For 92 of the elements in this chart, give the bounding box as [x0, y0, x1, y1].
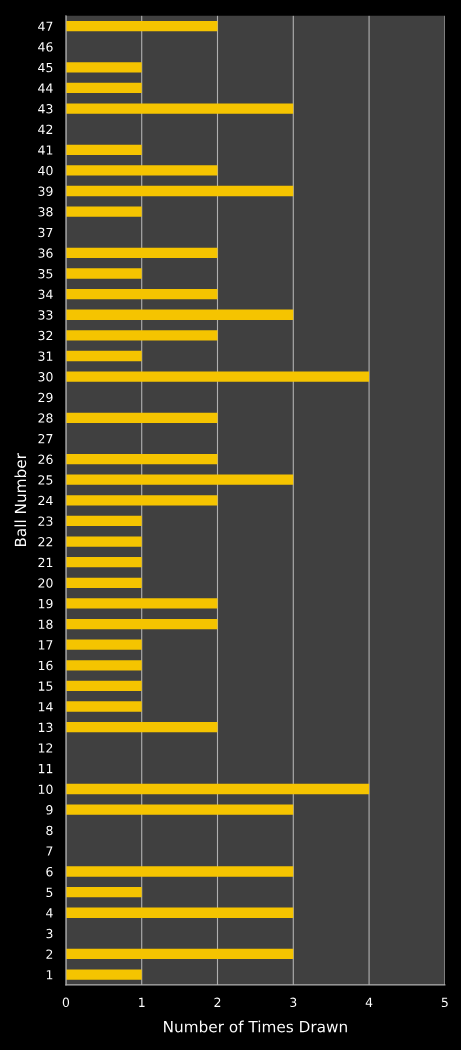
bar — [65, 103, 294, 114]
y-tick-label: 44 — [38, 83, 53, 93]
y-tick-label: 15 — [38, 681, 53, 691]
y-tick-label: 43 — [38, 104, 53, 114]
y-tick-label: 40 — [38, 165, 53, 176]
y-tick-label: 47 — [38, 21, 53, 31]
y-tick-label: 45 — [38, 62, 53, 73]
y-tick-label: 38 — [38, 207, 53, 217]
y-tick-label: 6 — [46, 866, 53, 877]
y-tick-label: 25 — [38, 475, 53, 485]
y-tick-label: 9 — [46, 805, 53, 815]
bar — [65, 866, 294, 877]
bar — [65, 969, 142, 980]
bar — [65, 206, 142, 217]
bar — [65, 598, 218, 609]
bar — [65, 20, 218, 32]
y-tick-label: 20 — [38, 578, 53, 588]
bar — [65, 783, 370, 795]
x-tick-label: 1 — [139, 997, 145, 1007]
bar — [65, 701, 142, 712]
bar — [65, 660, 142, 671]
y-tick-label: 30 — [38, 372, 53, 382]
x-tick-label: 2 — [214, 997, 221, 1007]
y-tick-label: 26 — [38, 454, 53, 465]
y-tick-label: 7 — [46, 846, 53, 856]
bar — [65, 680, 142, 692]
y-tick-label: 3 — [46, 928, 53, 939]
bar — [65, 907, 294, 918]
bar — [65, 144, 142, 155]
y-tick-label: 22 — [38, 537, 53, 547]
bar — [65, 453, 218, 465]
bar — [65, 474, 294, 485]
bar — [65, 62, 142, 73]
y-tick-label: 23 — [38, 516, 53, 526]
bar — [65, 268, 142, 279]
y-tick-label: 27 — [38, 433, 53, 444]
y-tick-label: 5 — [46, 887, 53, 898]
bar — [65, 247, 218, 259]
bar — [65, 886, 142, 898]
y-axis-title: Ball Number — [14, 453, 27, 547]
bar — [65, 721, 218, 733]
y-tick-label: 2 — [46, 949, 53, 959]
bar — [65, 165, 218, 176]
bar — [65, 618, 218, 630]
y-tick-label: 13 — [38, 722, 53, 733]
y-tick-label: 33 — [38, 310, 53, 320]
bar — [65, 639, 142, 650]
y-tick-label: 17 — [38, 640, 53, 650]
y-tick-label: 4 — [46, 908, 53, 918]
bar — [65, 495, 218, 506]
y-tick-label: 41 — [38, 145, 53, 155]
bar — [65, 309, 294, 320]
bar — [65, 371, 370, 382]
y-tick-label: 34 — [38, 289, 53, 300]
y-tick-label: 24 — [38, 495, 53, 506]
bar — [65, 536, 142, 547]
bar — [65, 330, 218, 341]
y-tick-label: 16 — [38, 660, 53, 671]
y-tick-label: 31 — [38, 351, 53, 361]
y-tick-label: 14 — [38, 702, 53, 712]
y-tick-label: 32 — [38, 330, 53, 341]
x-tick-label: 3 — [290, 997, 297, 1008]
y-tick-label: 46 — [38, 42, 53, 52]
y-tick-label: 8 — [46, 825, 53, 836]
bar — [65, 350, 142, 362]
bar — [65, 557, 142, 568]
x-tick-label: 5 — [441, 997, 448, 1008]
y-tick-label: 18 — [38, 619, 53, 629]
y-tick-label: 21 — [38, 557, 53, 567]
bar — [65, 288, 218, 300]
bar — [65, 577, 142, 588]
y-tick-label: 37 — [38, 227, 53, 238]
y-tick-label: 1 — [46, 970, 53, 980]
y-tick-label: 39 — [38, 186, 53, 196]
y-tick-label: 42 — [38, 124, 53, 134]
x-axis-title: Number of Times Drawn — [164, 1020, 347, 1033]
y-tick-label: 29 — [38, 392, 53, 403]
y-tick-label: 12 — [38, 743, 53, 753]
bar — [65, 185, 294, 197]
bar — [65, 515, 142, 527]
x-tick-label: 4 — [365, 997, 373, 1007]
bar — [65, 82, 142, 94]
y-tick-label: 19 — [38, 598, 53, 609]
x-tick-label: 0 — [62, 997, 70, 1008]
y-tick-label: 36 — [38, 248, 53, 258]
bar — [65, 804, 294, 815]
y-tick-label: 35 — [38, 268, 53, 279]
y-tick-label: 28 — [38, 413, 53, 423]
bar — [65, 948, 294, 960]
bar — [65, 412, 218, 423]
y-tick-label: 10 — [38, 784, 53, 794]
y-tick-label: 11 — [38, 764, 53, 774]
